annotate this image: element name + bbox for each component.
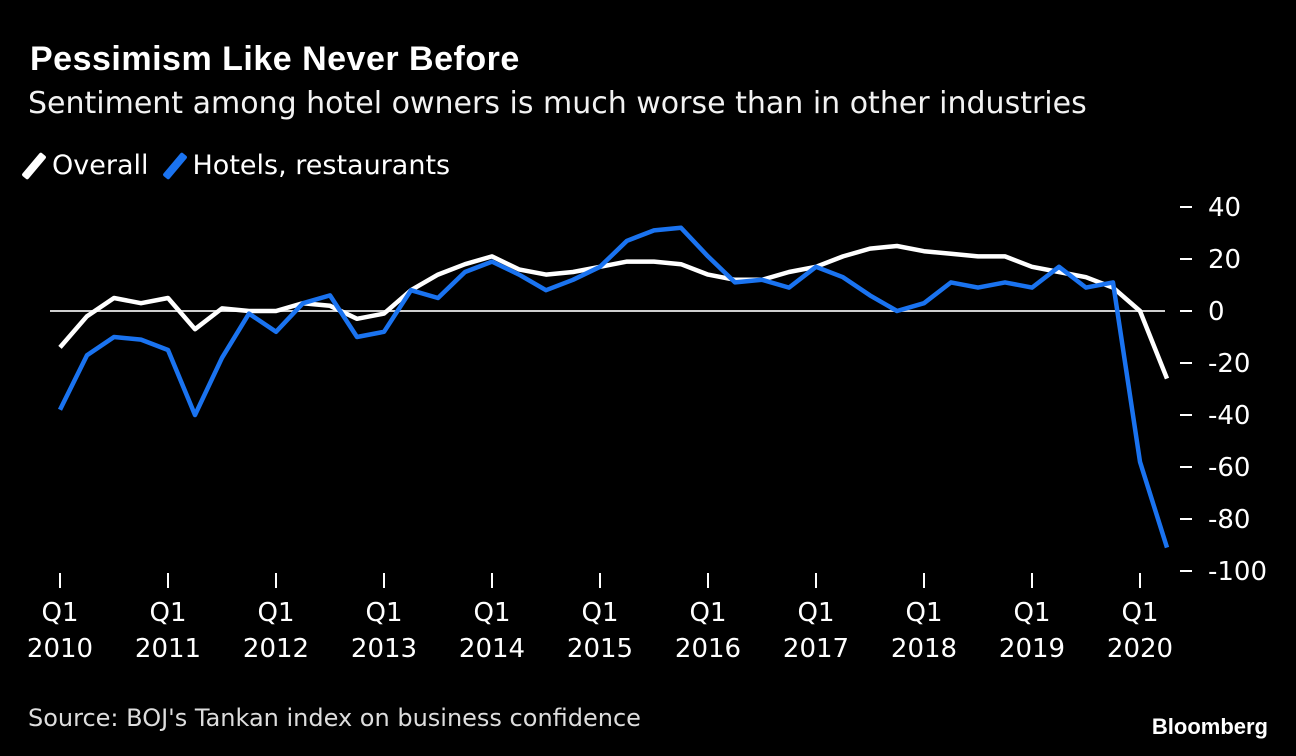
y-tick-label: -60 <box>1208 453 1250 483</box>
x-tick-year: 2012 <box>243 634 309 664</box>
y-tick-label: -100 <box>1208 557 1267 587</box>
x-tick-year: 2016 <box>675 634 741 664</box>
x-tick-quarter: Q1 <box>797 598 834 628</box>
y-tick-label: 0 <box>1208 297 1225 327</box>
legend: Overall Hotels, restaurants <box>21 150 472 181</box>
series-line-overall <box>58 243 1170 380</box>
chart-title: Pessimism Like Never Before <box>30 40 520 78</box>
x-tick-year: 2011 <box>135 634 201 664</box>
x-tick-quarter: Q1 <box>257 598 294 628</box>
y-tick-label: 20 <box>1208 245 1241 275</box>
x-tick-quarter: Q1 <box>905 598 942 628</box>
series-group <box>57 225 1170 549</box>
legend-item-overall: Overall <box>21 150 149 181</box>
y-axis: 40 20 0 -20 -40 -60 -80 -100 <box>1180 193 1267 587</box>
legend-label-hotels: Hotels, restaurants <box>192 150 451 181</box>
series-line-hotels-restaurants <box>57 225 1170 549</box>
x-tick-year: 2014 <box>459 634 525 664</box>
chart-subtitle: Sentiment among hotel owners is much wor… <box>28 86 1087 121</box>
x-tick-quarter: Q1 <box>149 598 186 628</box>
y-tick-label: -20 <box>1208 349 1250 379</box>
x-tick-quarter: Q1 <box>365 598 402 628</box>
y-tick-label: -80 <box>1208 505 1250 535</box>
x-tick-quarter: Q1 <box>581 598 618 628</box>
y-tick-label: -40 <box>1208 401 1250 431</box>
x-tick-year: 2019 <box>999 634 1065 664</box>
x-tick-quarter: Q1 <box>1121 598 1158 628</box>
legend-label-overall: Overall <box>52 150 149 181</box>
x-tick-year: 2018 <box>891 634 957 664</box>
x-tick-quarter: Q1 <box>1013 598 1050 628</box>
legend-item-hotels: Hotels, restaurants <box>161 150 451 181</box>
x-tick-year: 2020 <box>1107 634 1173 664</box>
x-tick-year: 2013 <box>351 634 417 664</box>
x-tick-quarter: Q1 <box>41 598 78 628</box>
x-axis: Q1 2010 Q1 2011 Q1 2012 Q1 2013 Q1 2014 Q1 2015 Q1 20… <box>27 573 1173 664</box>
x-tick-year: 2017 <box>783 634 849 664</box>
y-tick-label: 40 <box>1208 193 1241 223</box>
bloomberg-logo: Bloomberg <box>1151 714 1268 739</box>
x-tick-year: 2015 <box>567 634 633 664</box>
x-tick-quarter: Q1 <box>689 598 726 628</box>
x-tick-quarter: Q1 <box>473 598 510 628</box>
x-tick-year: 2010 <box>27 634 93 664</box>
source-note: Source: BOJ's Tankan index on business c… <box>28 704 641 732</box>
